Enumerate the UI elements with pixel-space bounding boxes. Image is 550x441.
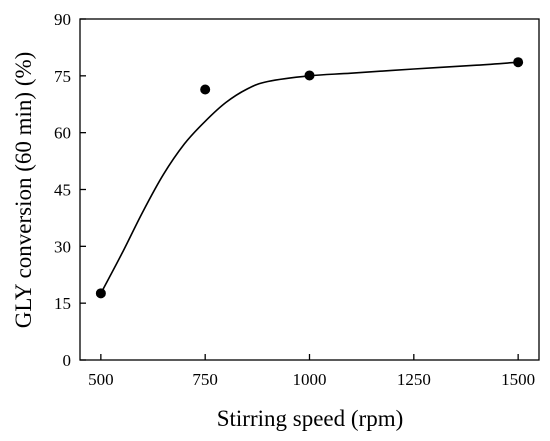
- y-tick-label: 75: [54, 67, 71, 86]
- plot-frame: [79, 18, 540, 361]
- y-tick-label: 60: [54, 124, 71, 143]
- y-axis-title: GLY conversion (60 min) (%): [11, 52, 36, 329]
- x-tick-label: 750: [192, 370, 218, 389]
- data-point: [513, 57, 524, 68]
- x-tick-label: 1000: [293, 370, 327, 389]
- x-tick-label: 500: [88, 370, 114, 389]
- y-tick-label: 0: [63, 351, 72, 370]
- data-point: [304, 70, 315, 81]
- tick-labels: 500 750 1000 1250 1500 0 15 30 45 60 75 90: [54, 10, 535, 389]
- data-point: [95, 288, 106, 299]
- x-tick-label: 1500: [501, 370, 535, 389]
- y-tick-label: 90: [54, 10, 71, 29]
- data-points: [95, 57, 524, 299]
- fit-line: [100, 61, 519, 294]
- data-point: [200, 84, 211, 95]
- y-tick-label: 30: [54, 237, 71, 256]
- y-tick-label: 45: [54, 181, 71, 200]
- ticks: [80, 18, 519, 361]
- x-tick-label: 1250: [397, 370, 431, 389]
- x-axis-title: Stirring speed (rpm): [217, 406, 404, 431]
- y-tick-label: 15: [54, 294, 71, 313]
